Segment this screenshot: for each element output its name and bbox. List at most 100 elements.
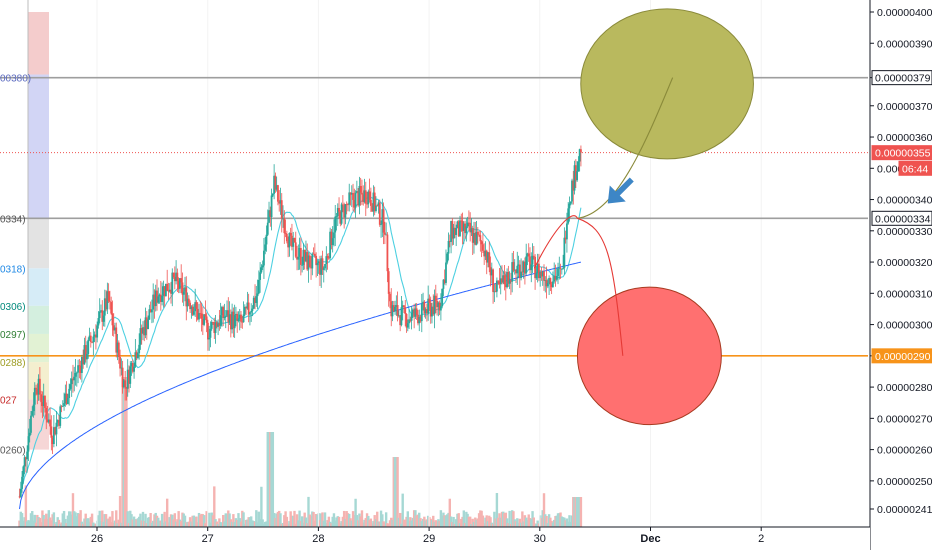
candle-body[interactable] xyxy=(148,309,151,320)
candle-body[interactable] xyxy=(35,387,37,390)
candle-body[interactable] xyxy=(289,232,292,236)
candle-body[interactable] xyxy=(275,185,278,190)
candle-body[interactable] xyxy=(199,313,202,314)
candle-body[interactable] xyxy=(203,314,206,325)
candle-body[interactable] xyxy=(18,496,21,498)
candle-body[interactable] xyxy=(51,437,54,445)
candle-body[interactable] xyxy=(70,378,73,385)
fib-band[interactable] xyxy=(28,12,49,75)
candle-body[interactable] xyxy=(161,295,163,302)
candle-body[interactable] xyxy=(571,180,573,202)
candle-body[interactable] xyxy=(156,290,158,303)
candle-body[interactable] xyxy=(147,319,149,330)
candle-body[interactable] xyxy=(226,310,228,316)
candle-body[interactable] xyxy=(65,393,68,405)
candle-body[interactable] xyxy=(218,323,221,326)
candle-body[interactable] xyxy=(294,242,297,257)
candle-body[interactable] xyxy=(89,335,92,342)
candle-body[interactable] xyxy=(317,261,320,264)
candle-body[interactable] xyxy=(311,253,314,269)
candle-body[interactable] xyxy=(467,222,470,224)
candle-body[interactable] xyxy=(77,365,79,373)
candle-body[interactable] xyxy=(186,298,189,307)
candle-body[interactable] xyxy=(546,283,549,287)
candle-body[interactable] xyxy=(461,220,464,231)
candle-body[interactable] xyxy=(578,149,581,162)
candle-body[interactable] xyxy=(413,309,416,317)
candle-body[interactable] xyxy=(119,356,121,369)
candle-body[interactable] xyxy=(462,223,465,231)
candle-body[interactable] xyxy=(391,305,394,317)
candle-body[interactable] xyxy=(269,210,272,218)
candle-body[interactable] xyxy=(114,327,116,331)
candle-body[interactable] xyxy=(319,261,321,275)
candle-body[interactable] xyxy=(335,216,338,217)
candle-body[interactable] xyxy=(431,306,433,317)
candle-body[interactable] xyxy=(237,318,240,322)
candle-body[interactable] xyxy=(503,275,506,285)
candle-body[interactable] xyxy=(572,180,575,191)
candle-body[interactable] xyxy=(320,258,323,275)
fib-band[interactable] xyxy=(28,218,49,269)
candle-body[interactable] xyxy=(49,419,51,427)
candle-body[interactable] xyxy=(476,231,479,235)
candle-body[interactable] xyxy=(532,255,535,257)
candle-body[interactable] xyxy=(301,264,304,266)
price-badge[interactable] xyxy=(871,210,932,226)
candle-body[interactable] xyxy=(552,281,554,288)
candle-body[interactable] xyxy=(145,317,148,330)
candle-body[interactable] xyxy=(79,365,82,373)
candle-body[interactable] xyxy=(306,251,309,270)
candle-body[interactable] xyxy=(268,210,270,223)
candle-body[interactable] xyxy=(563,237,566,268)
candle-body[interactable] xyxy=(539,271,542,279)
candle-body[interactable] xyxy=(194,302,197,312)
candle-body[interactable] xyxy=(231,311,234,330)
arrow-icon[interactable] xyxy=(607,177,634,204)
candle-body[interactable] xyxy=(158,294,161,297)
candle-body[interactable] xyxy=(316,263,319,266)
candle-body[interactable] xyxy=(60,406,63,408)
candle-body[interactable] xyxy=(478,234,480,236)
candle-body[interactable] xyxy=(210,321,213,329)
candle-body[interactable] xyxy=(465,226,468,234)
candle-body[interactable] xyxy=(341,204,344,206)
candle-body[interactable] xyxy=(177,280,180,289)
candle-body[interactable] xyxy=(493,291,496,293)
candle-body[interactable] xyxy=(403,305,405,308)
candle-body[interactable] xyxy=(128,369,130,384)
candle-body[interactable] xyxy=(366,203,368,205)
candle-body[interactable] xyxy=(45,407,48,420)
candle-body[interactable] xyxy=(224,315,227,317)
candle-body[interactable] xyxy=(37,378,40,395)
candle-body[interactable] xyxy=(303,249,306,262)
candle-body[interactable] xyxy=(107,291,110,302)
candle-body[interactable] xyxy=(459,220,461,237)
candle-body[interactable] xyxy=(204,314,207,317)
candle-body[interactable] xyxy=(488,252,491,268)
candle-body[interactable] xyxy=(392,305,395,312)
candle-body[interactable] xyxy=(414,308,417,317)
candle-body[interactable] xyxy=(369,199,372,206)
candle-body[interactable] xyxy=(184,287,186,292)
candle-body[interactable] xyxy=(410,313,413,321)
candle-body[interactable] xyxy=(338,207,340,212)
candle-body[interactable] xyxy=(517,264,520,266)
candle-body[interactable] xyxy=(448,240,451,242)
candle-body[interactable] xyxy=(560,268,563,270)
candle-body[interactable] xyxy=(214,322,217,333)
candle-body[interactable] xyxy=(292,238,295,247)
candle-body[interactable] xyxy=(196,308,199,320)
bearish-target-ellipse[interactable] xyxy=(576,286,722,426)
candle-body[interactable] xyxy=(554,275,557,280)
candle-body[interactable] xyxy=(483,250,486,257)
candle-body[interactable] xyxy=(390,301,393,317)
candle-body[interactable] xyxy=(26,451,29,460)
candle-body[interactable] xyxy=(125,386,128,389)
candle-body[interactable] xyxy=(368,191,371,200)
candle-body[interactable] xyxy=(264,244,267,251)
candle-body[interactable] xyxy=(471,228,474,243)
candle-body[interactable] xyxy=(325,256,328,265)
candle-body[interactable] xyxy=(339,211,342,224)
candle-body[interactable] xyxy=(151,309,153,313)
